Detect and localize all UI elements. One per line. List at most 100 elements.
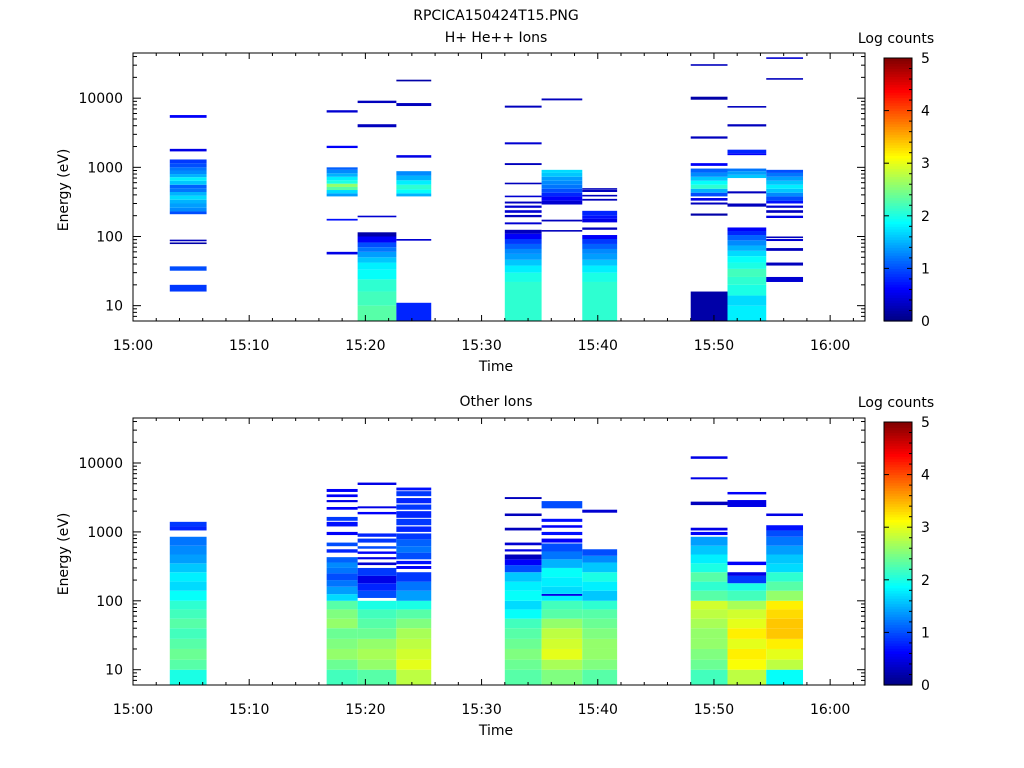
heatmap-cell (582, 581, 618, 591)
heatmap-cell (326, 110, 358, 113)
heatmap-cell (690, 609, 728, 619)
heatmap-cell (169, 115, 207, 118)
colorbar-segment (884, 73, 912, 78)
heatmap-cell (169, 207, 207, 212)
heatmap-cell (504, 669, 542, 685)
heatmap-cell (541, 172, 583, 177)
colorbar-segment (884, 508, 912, 513)
heatmap-cell (326, 567, 358, 574)
colorbar-segment (884, 173, 912, 177)
colorbar-segment (884, 121, 912, 125)
heatmap-cell (690, 176, 728, 181)
plot-frame (132, 52, 866, 322)
colorbar-segment (884, 178, 912, 183)
colorbar-segment (884, 100, 912, 104)
colorbar-segment (884, 553, 912, 557)
heatmap-cell (357, 562, 397, 566)
heatmap-cell (766, 530, 804, 537)
heatmap-cell (169, 167, 207, 171)
heatmap-cell (727, 572, 767, 576)
colorbar-segment (884, 163, 912, 167)
colorbar-segment (884, 265, 912, 269)
colorbar-segment (884, 247, 912, 251)
colorbar-segment (884, 569, 912, 573)
heatmap-cell (169, 648, 207, 660)
colorbar-segment (884, 424, 912, 428)
colorbar-segment (884, 458, 912, 463)
colorbar: 0 1 2 3 4 5 (883, 415, 930, 694)
heatmap-cell (326, 193, 358, 197)
colorbar-segment (884, 466, 912, 470)
heatmap-cell (504, 214, 542, 218)
colorbar-segment (884, 105, 912, 109)
colorbar-segment (884, 263, 912, 267)
colorbar-segment (884, 656, 912, 660)
x-axis-label: Time (478, 359, 513, 375)
heatmap-cell (766, 176, 804, 181)
heatmap-cell (727, 638, 767, 649)
heatmap-cell (396, 103, 432, 107)
heatmap-cell (690, 477, 728, 480)
colorbar-segment (884, 289, 912, 293)
x-axis-label: Time (478, 723, 513, 739)
colorbar-segment (884, 598, 912, 602)
heatmap-cell (727, 250, 767, 257)
heatmap-cell (504, 549, 542, 552)
colorbar-segment (884, 126, 912, 130)
colorbar-tick-label: 2 (921, 573, 930, 589)
heatmap-cell (727, 618, 767, 629)
colorbar-segment (884, 566, 912, 570)
heatmap-cell (169, 581, 207, 591)
colorbar-segment (884, 645, 912, 649)
colorbar-segment (884, 585, 912, 589)
heatmap-cell (326, 500, 358, 503)
heatmap-cell (357, 506, 397, 509)
colorbar-segment (884, 115, 912, 120)
colorbar-segment (884, 97, 912, 101)
heatmap-cell (690, 192, 728, 197)
heatmap-cell (326, 180, 358, 184)
colorbar-segment (884, 152, 912, 156)
heatmap-cell (357, 546, 397, 549)
heatmap-cell (582, 509, 618, 513)
heatmap-cell (766, 545, 804, 555)
y-tick-label: 10 (105, 663, 123, 679)
colorbar-segment (884, 218, 912, 222)
heatmap-cell (766, 276, 804, 282)
heatmap-cell (504, 210, 542, 213)
heatmap-cell (396, 498, 432, 504)
colorbar-segment (884, 299, 912, 304)
colorbar-segment (884, 629, 912, 633)
colorbar-segment (884, 677, 912, 681)
heatmap-cell (504, 638, 542, 649)
colorbar-segment (884, 186, 912, 191)
colorbar-segment (884, 632, 912, 636)
heatmap-cell (326, 594, 358, 601)
colorbar-segment (884, 76, 912, 80)
colorbar-segment (884, 86, 912, 91)
heatmap-cell (766, 609, 804, 619)
heatmap-cell (541, 98, 583, 101)
colorbar-segment (884, 307, 912, 312)
heatmap-cell (766, 536, 804, 546)
colorbar-segment (884, 244, 912, 248)
colorbar-segment (884, 482, 912, 486)
colorbar-segment (884, 477, 912, 481)
heatmap-cell (541, 176, 583, 181)
heatmap-cell (582, 218, 618, 223)
heatmap-cell (690, 501, 728, 506)
heatmap-cell (396, 184, 432, 190)
heatmap-cell (504, 182, 542, 185)
colorbar-segment (884, 561, 912, 565)
heatmap-cell (169, 192, 207, 196)
heatmap-cell (169, 242, 207, 245)
heatmap-cell (396, 487, 432, 491)
heatmap-cell (357, 583, 397, 591)
colorbar-segment (884, 234, 912, 238)
heatmap-cell (396, 581, 432, 591)
heatmap-cell (396, 504, 432, 510)
x-tick-label: 15:30 (461, 338, 501, 354)
heatmap-cell (504, 572, 542, 582)
heatmap-cell (727, 240, 767, 246)
heatmap-cell (504, 222, 542, 225)
